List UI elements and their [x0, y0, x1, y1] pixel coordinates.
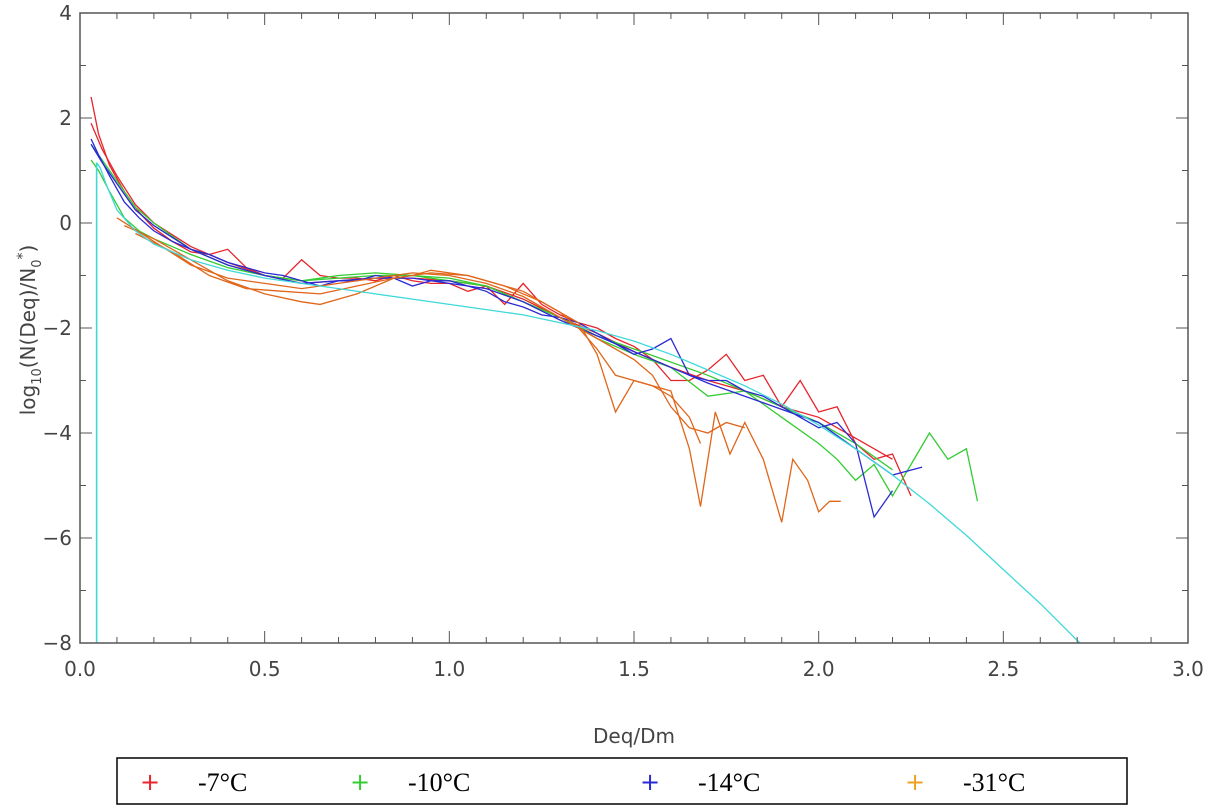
legend-item: + -7°C — [140, 768, 247, 797]
legend-marker: + — [350, 768, 370, 796]
y-tick-label: −2 — [43, 316, 72, 340]
tick-labels: 0.0 0.5 1.0 1.5 2.0 2.5 3.0 4 2 0 −2 −4 −6 −8 — [43, 1, 1204, 681]
y-tick-label: −4 — [43, 421, 72, 445]
y-axis-title-sub2: 0 — [30, 260, 45, 268]
y-axis-title: log10(N(Deq)/N0*) — [15, 245, 45, 416]
legend-box — [116, 757, 1128, 805]
x-tick-label: 2.0 — [803, 657, 835, 681]
x-tick-label: 1.5 — [618, 657, 650, 681]
legend-item: + -31°C — [905, 768, 1025, 797]
series-line-10 — [96, 162, 1082, 643]
legend-label: -14°C — [698, 768, 760, 797]
x-tick-label: 2.5 — [987, 657, 1019, 681]
series-line-7 — [124, 225, 702, 444]
y-tick-label: 0 — [59, 211, 72, 235]
x-tick-label: 0.5 — [249, 657, 281, 681]
y-tick-label: 2 — [59, 106, 72, 130]
legend-label: -10°C — [408, 768, 470, 797]
legend-label: -31°C — [963, 768, 1025, 797]
series-line-6 — [90, 143, 923, 476]
legend: + -7°C + -10°C + -14°C + -31°C — [140, 768, 1025, 797]
y-tick-label: −8 — [43, 631, 72, 655]
legend-item: + -10°C — [350, 768, 470, 797]
y-axis-title-log: log — [16, 385, 40, 416]
legend-item: + -14°C — [640, 768, 760, 797]
y-axis-title-sub: 10 — [30, 368, 45, 385]
axis-ticks — [79, 12, 1189, 644]
legend-marker: + — [140, 768, 160, 796]
series-line-9 — [116, 217, 745, 434]
series-line-8 — [135, 232, 841, 523]
y-tick-label: 4 — [59, 1, 72, 25]
x-axis-title: Deq/Dm — [593, 724, 675, 748]
y-axis-title-end: ) — [16, 245, 40, 253]
y-axis-title-mid: (N(Deq)/N — [16, 268, 40, 368]
x-tick-label: 1.0 — [433, 657, 465, 681]
series-line-5 — [90, 138, 894, 519]
legend-marker: + — [905, 768, 925, 796]
x-tick-label: 0.0 — [64, 657, 96, 681]
y-axis-title-sup: * — [15, 253, 31, 260]
legend-marker: + — [640, 768, 660, 796]
plot-area — [90, 96, 1082, 643]
legend-label: -7°C — [198, 768, 247, 797]
x-tick-label: 3.0 — [1172, 657, 1204, 681]
y-tick-label: −6 — [43, 526, 72, 550]
